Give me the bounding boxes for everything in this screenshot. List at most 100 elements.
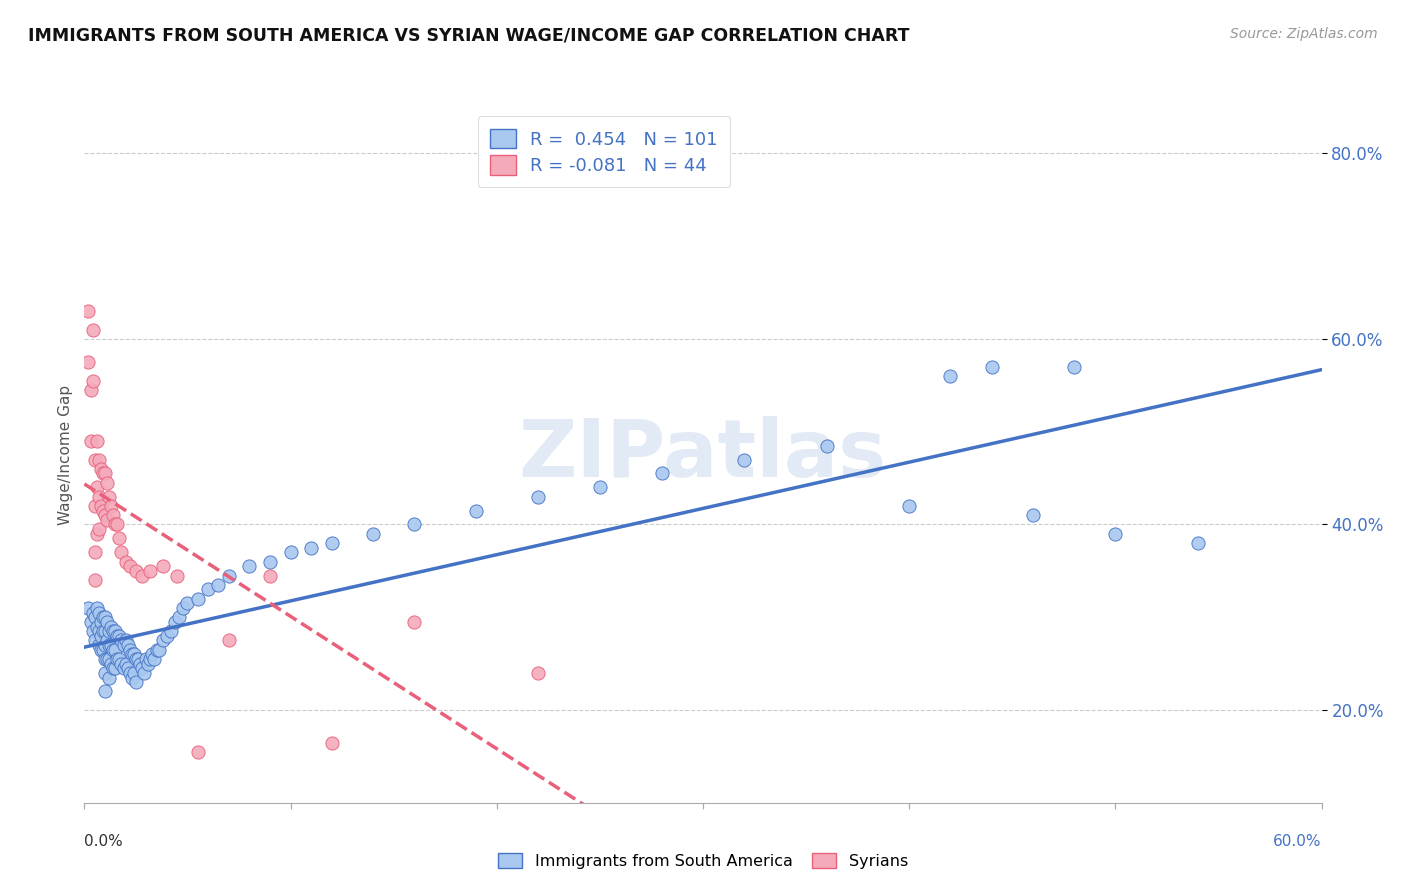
Point bbox=[167, 610, 190, 624]
Point bbox=[148, 642, 170, 657]
Point bbox=[98, 638, 121, 652]
Point bbox=[1104, 526, 1126, 541]
Point bbox=[104, 517, 127, 532]
Point bbox=[114, 657, 136, 671]
Point bbox=[121, 671, 143, 685]
Point bbox=[103, 661, 125, 675]
Point bbox=[83, 633, 105, 648]
Point bbox=[87, 452, 110, 467]
Point bbox=[94, 610, 117, 624]
Point bbox=[176, 596, 198, 610]
Point bbox=[404, 615, 426, 629]
Point bbox=[104, 624, 127, 639]
Point bbox=[238, 559, 260, 574]
Point bbox=[589, 480, 612, 494]
Point bbox=[118, 665, 141, 680]
Point bbox=[527, 490, 550, 504]
Point bbox=[361, 526, 384, 541]
Point bbox=[96, 615, 118, 629]
Point bbox=[187, 745, 209, 759]
Point bbox=[218, 633, 240, 648]
Point bbox=[160, 624, 183, 639]
Point bbox=[110, 633, 132, 648]
Point bbox=[96, 513, 118, 527]
Y-axis label: Wage/Income Gap: Wage/Income Gap bbox=[58, 384, 73, 525]
Point bbox=[105, 517, 128, 532]
Point bbox=[104, 661, 127, 675]
Point bbox=[100, 657, 122, 671]
Point bbox=[91, 624, 114, 639]
Point bbox=[114, 633, 136, 648]
Point bbox=[94, 624, 117, 639]
Point bbox=[321, 536, 343, 550]
Point bbox=[108, 652, 131, 666]
Point bbox=[90, 642, 112, 657]
Point bbox=[141, 648, 163, 662]
Point bbox=[79, 434, 101, 448]
Point bbox=[651, 467, 673, 481]
Point bbox=[127, 652, 149, 666]
Point bbox=[129, 657, 152, 671]
Point bbox=[218, 568, 240, 582]
Text: Source: ZipAtlas.com: Source: ZipAtlas.com bbox=[1230, 27, 1378, 41]
Point bbox=[100, 638, 122, 652]
Point bbox=[156, 629, 179, 643]
Point bbox=[91, 503, 114, 517]
Point bbox=[165, 615, 187, 629]
Point bbox=[733, 452, 755, 467]
Point bbox=[259, 568, 281, 582]
Point bbox=[122, 665, 145, 680]
Point bbox=[82, 374, 104, 388]
Point bbox=[94, 684, 117, 698]
Point bbox=[197, 582, 219, 597]
Point bbox=[83, 499, 105, 513]
Point bbox=[321, 735, 343, 749]
Point bbox=[82, 606, 104, 620]
Point bbox=[112, 638, 135, 652]
Point bbox=[83, 610, 105, 624]
Point bbox=[96, 633, 118, 648]
Point bbox=[815, 439, 838, 453]
Point bbox=[96, 475, 118, 490]
Point bbox=[94, 665, 117, 680]
Point bbox=[82, 624, 104, 639]
Point bbox=[172, 601, 194, 615]
Legend: Immigrants from South America, Syrians: Immigrants from South America, Syrians bbox=[492, 847, 914, 875]
Point bbox=[114, 555, 136, 569]
Point bbox=[87, 606, 110, 620]
Point bbox=[299, 541, 322, 555]
Point bbox=[94, 652, 117, 666]
Point bbox=[939, 369, 962, 384]
Point bbox=[91, 467, 114, 481]
Point bbox=[90, 499, 112, 513]
Point bbox=[117, 661, 139, 675]
Point bbox=[125, 675, 148, 690]
Point bbox=[87, 624, 110, 639]
Point bbox=[98, 652, 121, 666]
Point bbox=[1063, 359, 1085, 374]
Point bbox=[77, 601, 100, 615]
Point bbox=[103, 642, 125, 657]
Point bbox=[77, 304, 100, 318]
Text: 60.0%: 60.0% bbox=[1274, 834, 1322, 849]
Point bbox=[152, 633, 174, 648]
Point bbox=[108, 629, 131, 643]
Point bbox=[125, 564, 148, 578]
Point bbox=[94, 467, 117, 481]
Point bbox=[121, 648, 143, 662]
Point bbox=[79, 615, 101, 629]
Text: 0.0%: 0.0% bbox=[84, 834, 124, 849]
Point bbox=[112, 661, 135, 675]
Point bbox=[166, 568, 188, 582]
Point bbox=[91, 642, 114, 657]
Text: IMMIGRANTS FROM SOUTH AMERICA VS SYRIAN WAGE/INCOME GAP CORRELATION CHART: IMMIGRANTS FROM SOUTH AMERICA VS SYRIAN … bbox=[28, 27, 910, 45]
Point bbox=[91, 610, 114, 624]
Point bbox=[980, 359, 1002, 374]
Point bbox=[90, 615, 112, 629]
Point bbox=[118, 642, 141, 657]
Point bbox=[207, 578, 229, 592]
Point bbox=[108, 532, 131, 546]
Point bbox=[110, 657, 132, 671]
Point bbox=[86, 526, 108, 541]
Point bbox=[86, 480, 108, 494]
